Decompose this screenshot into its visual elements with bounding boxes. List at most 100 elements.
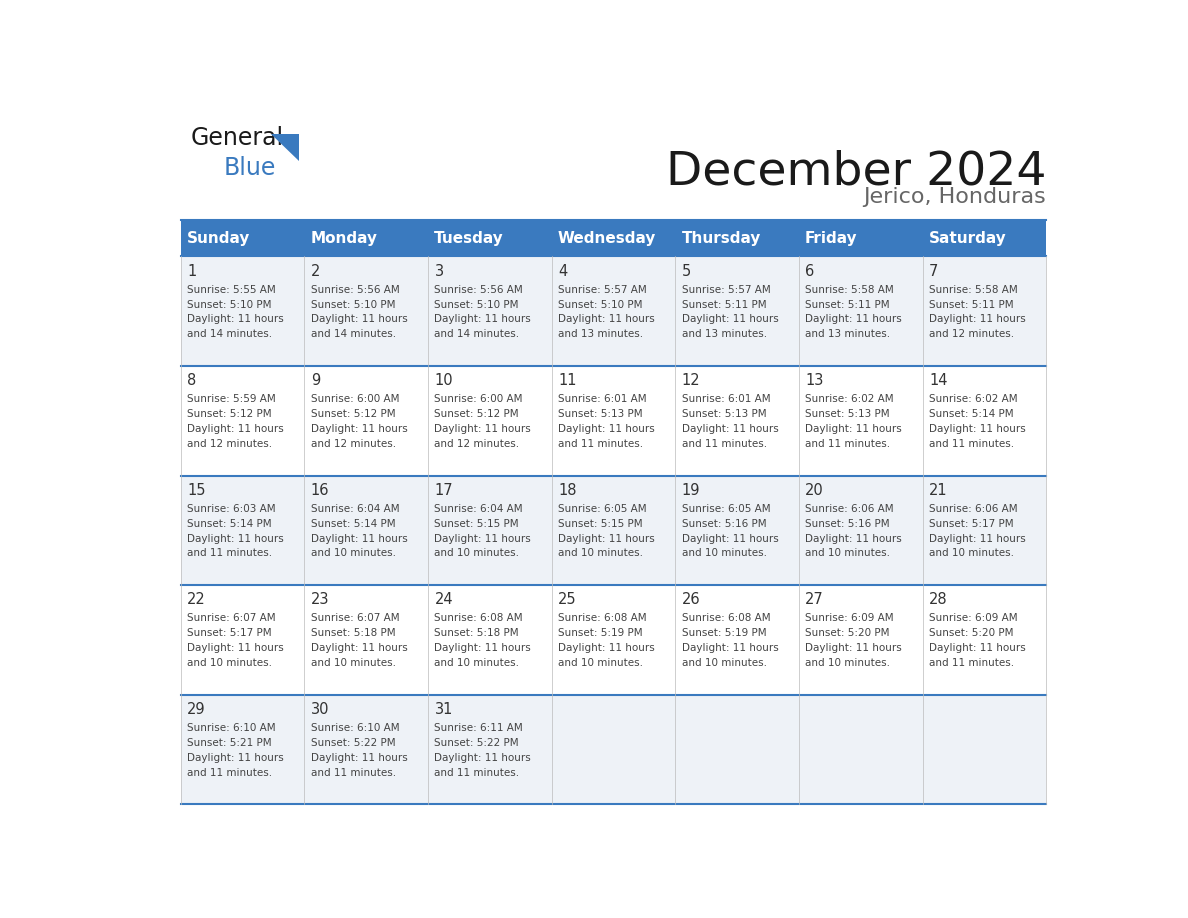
Text: Sunset: 5:11 PM: Sunset: 5:11 PM	[805, 299, 890, 309]
Text: Sunrise: 6:08 AM: Sunrise: 6:08 AM	[558, 613, 646, 623]
Bar	[428, 219, 551, 256]
Text: Sunset: 5:17 PM: Sunset: 5:17 PM	[929, 519, 1013, 529]
Text: Sunrise: 6:04 AM: Sunrise: 6:04 AM	[435, 504, 523, 514]
Text: 1: 1	[188, 263, 196, 278]
Text: Sunrise: 6:01 AM: Sunrise: 6:01 AM	[558, 395, 646, 404]
Text: 27: 27	[805, 592, 824, 607]
Text: Sunset: 5:17 PM: Sunset: 5:17 PM	[188, 628, 272, 638]
Text: Daylight: 11 hours: Daylight: 11 hours	[929, 533, 1025, 543]
Text: Daylight: 11 hours: Daylight: 11 hours	[805, 315, 902, 324]
Bar	[675, 585, 798, 695]
Bar	[304, 366, 428, 476]
Text: 13: 13	[805, 373, 823, 388]
Bar	[304, 476, 428, 585]
Text: 6: 6	[805, 263, 815, 278]
Text: Daylight: 11 hours: Daylight: 11 hours	[805, 644, 902, 653]
Text: Sunset: 5:19 PM: Sunset: 5:19 PM	[558, 628, 643, 638]
Text: Sunrise: 5:56 AM: Sunrise: 5:56 AM	[435, 285, 523, 295]
Text: Sunrise: 6:07 AM: Sunrise: 6:07 AM	[311, 613, 399, 623]
Text: 9: 9	[311, 373, 320, 388]
Text: Sunset: 5:20 PM: Sunset: 5:20 PM	[929, 628, 1013, 638]
Bar	[304, 695, 428, 804]
Text: Sunrise: 6:02 AM: Sunrise: 6:02 AM	[929, 395, 1018, 404]
Bar	[675, 256, 798, 366]
Text: 3: 3	[435, 263, 443, 278]
Text: 7: 7	[929, 263, 939, 278]
Text: Sunset: 5:11 PM: Sunset: 5:11 PM	[929, 299, 1013, 309]
Text: Saturday: Saturday	[929, 230, 1006, 246]
Text: 29: 29	[188, 701, 206, 717]
Text: Sunset: 5:10 PM: Sunset: 5:10 PM	[435, 299, 519, 309]
Text: Daylight: 11 hours: Daylight: 11 hours	[929, 644, 1025, 653]
Text: and 11 minutes.: and 11 minutes.	[682, 439, 766, 449]
Text: Sunset: 5:13 PM: Sunset: 5:13 PM	[558, 409, 643, 420]
Text: Daylight: 11 hours: Daylight: 11 hours	[311, 533, 407, 543]
Text: and 10 minutes.: and 10 minutes.	[558, 658, 643, 668]
Text: 12: 12	[682, 373, 701, 388]
Bar	[551, 695, 675, 804]
Bar	[675, 476, 798, 585]
Text: and 11 minutes.: and 11 minutes.	[805, 439, 891, 449]
Text: Daylight: 11 hours: Daylight: 11 hours	[435, 315, 531, 324]
Text: Sunset: 5:14 PM: Sunset: 5:14 PM	[311, 519, 396, 529]
Text: and 10 minutes.: and 10 minutes.	[929, 548, 1015, 558]
Text: Thursday: Thursday	[682, 230, 760, 246]
Text: Sunrise: 6:00 AM: Sunrise: 6:00 AM	[311, 395, 399, 404]
Text: Daylight: 11 hours: Daylight: 11 hours	[435, 424, 531, 434]
Text: Blue: Blue	[225, 156, 277, 180]
Text: Sunset: 5:21 PM: Sunset: 5:21 PM	[188, 738, 272, 748]
Text: Sunrise: 6:11 AM: Sunrise: 6:11 AM	[435, 723, 523, 733]
Text: Sunset: 5:11 PM: Sunset: 5:11 PM	[682, 299, 766, 309]
Text: 2: 2	[311, 263, 321, 278]
Text: 17: 17	[435, 483, 453, 498]
Text: Daylight: 11 hours: Daylight: 11 hours	[805, 533, 902, 543]
Text: 22: 22	[188, 592, 206, 607]
Text: Daylight: 11 hours: Daylight: 11 hours	[558, 424, 655, 434]
Text: and 13 minutes.: and 13 minutes.	[558, 330, 643, 340]
Text: Sunset: 5:20 PM: Sunset: 5:20 PM	[805, 628, 890, 638]
Text: Sunrise: 6:05 AM: Sunrise: 6:05 AM	[558, 504, 646, 514]
Text: Daylight: 11 hours: Daylight: 11 hours	[558, 315, 655, 324]
Text: and 10 minutes.: and 10 minutes.	[805, 658, 890, 668]
Text: Sunrise: 6:06 AM: Sunrise: 6:06 AM	[929, 504, 1018, 514]
Text: Sunset: 5:12 PM: Sunset: 5:12 PM	[188, 409, 272, 420]
Text: Sunrise: 5:57 AM: Sunrise: 5:57 AM	[682, 285, 771, 295]
Bar	[181, 256, 304, 366]
Text: and 12 minutes.: and 12 minutes.	[435, 439, 519, 449]
Text: Sunday: Sunday	[187, 230, 251, 246]
Bar	[675, 219, 798, 256]
Text: Sunset: 5:14 PM: Sunset: 5:14 PM	[929, 409, 1013, 420]
Text: Daylight: 11 hours: Daylight: 11 hours	[188, 533, 284, 543]
Bar	[428, 256, 551, 366]
Text: Daylight: 11 hours: Daylight: 11 hours	[682, 424, 778, 434]
Text: and 10 minutes.: and 10 minutes.	[435, 658, 519, 668]
Text: Sunrise: 6:04 AM: Sunrise: 6:04 AM	[311, 504, 399, 514]
Text: Sunrise: 6:01 AM: Sunrise: 6:01 AM	[682, 395, 770, 404]
Text: Sunset: 5:10 PM: Sunset: 5:10 PM	[311, 299, 396, 309]
Text: and 12 minutes.: and 12 minutes.	[311, 439, 396, 449]
Text: Sunrise: 5:57 AM: Sunrise: 5:57 AM	[558, 285, 646, 295]
Text: Sunrise: 5:56 AM: Sunrise: 5:56 AM	[311, 285, 399, 295]
Text: Daylight: 11 hours: Daylight: 11 hours	[188, 424, 284, 434]
Text: Sunrise: 6:10 AM: Sunrise: 6:10 AM	[188, 723, 276, 733]
Text: 10: 10	[435, 373, 453, 388]
Bar	[181, 219, 304, 256]
Text: Sunrise: 5:59 AM: Sunrise: 5:59 AM	[188, 395, 276, 404]
Text: Daylight: 11 hours: Daylight: 11 hours	[558, 644, 655, 653]
Text: Sunrise: 6:10 AM: Sunrise: 6:10 AM	[311, 723, 399, 733]
Text: Sunset: 5:13 PM: Sunset: 5:13 PM	[682, 409, 766, 420]
Text: and 10 minutes.: and 10 minutes.	[558, 548, 643, 558]
Text: 11: 11	[558, 373, 576, 388]
Text: Sunrise: 6:02 AM: Sunrise: 6:02 AM	[805, 395, 895, 404]
Text: 24: 24	[435, 592, 453, 607]
Text: 18: 18	[558, 483, 576, 498]
Text: and 13 minutes.: and 13 minutes.	[682, 330, 766, 340]
Text: Sunset: 5:15 PM: Sunset: 5:15 PM	[435, 519, 519, 529]
Bar	[428, 695, 551, 804]
Text: and 12 minutes.: and 12 minutes.	[188, 439, 272, 449]
Text: 21: 21	[929, 483, 948, 498]
Bar	[304, 585, 428, 695]
Bar	[428, 366, 551, 476]
Text: 28: 28	[929, 592, 948, 607]
Bar	[798, 366, 923, 476]
